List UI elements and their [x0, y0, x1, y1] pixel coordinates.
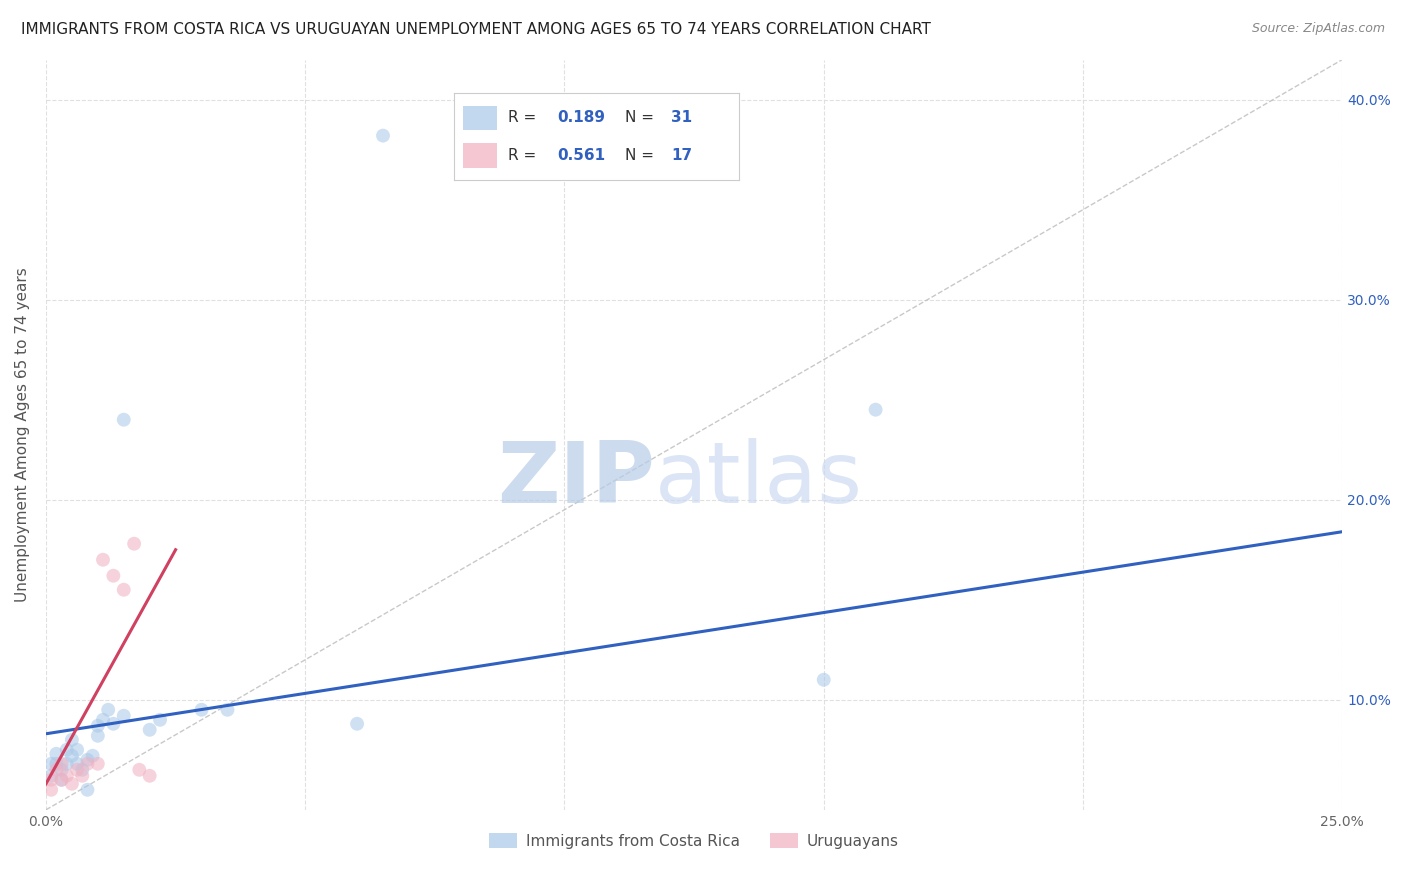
Point: [60, 732, 83, 747]
Point: [76, 782, 98, 797]
Point: [39, 782, 62, 797]
Point: [55, 743, 77, 757]
Point: [45, 747, 67, 761]
Point: [190, 703, 212, 717]
Point: [76, 756, 98, 771]
Point: [103, 568, 125, 582]
Point: [112, 708, 135, 723]
Point: [87, 756, 110, 771]
Point: [66, 756, 89, 771]
Point: [72, 763, 94, 777]
Point: [51, 772, 73, 787]
Point: [66, 763, 89, 777]
Point: [72, 769, 94, 783]
Point: [66, 743, 89, 757]
Point: [112, 413, 135, 427]
Point: [217, 703, 239, 717]
Point: [51, 756, 73, 771]
Point: [87, 719, 110, 733]
Point: [865, 402, 887, 417]
Point: [371, 128, 394, 143]
Point: [87, 729, 110, 743]
Text: IMMIGRANTS FROM COSTA RICA VS URUGUAYAN UNEMPLOYMENT AMONG AGES 65 TO 74 YEARS C: IMMIGRANTS FROM COSTA RICA VS URUGUAYAN …: [21, 22, 931, 37]
Point: [91, 553, 114, 567]
Text: Source: ZipAtlas.com: Source: ZipAtlas.com: [1251, 22, 1385, 36]
Point: [51, 772, 73, 787]
Point: [97, 703, 120, 717]
Point: [39, 769, 62, 783]
Point: [55, 756, 77, 771]
Point: [91, 713, 114, 727]
Point: [55, 769, 77, 783]
Point: [346, 716, 368, 731]
Point: [112, 582, 135, 597]
Text: ZIP: ZIP: [498, 438, 655, 521]
Point: [39, 772, 62, 787]
Point: [149, 713, 172, 727]
Point: [813, 673, 835, 687]
Point: [60, 748, 83, 763]
Legend: Immigrants from Costa Rica, Uruguayans: Immigrants from Costa Rica, Uruguayans: [484, 827, 905, 855]
Y-axis label: Unemployment Among Ages 65 to 74 years: Unemployment Among Ages 65 to 74 years: [15, 268, 30, 602]
Point: [60, 777, 83, 791]
Point: [82, 748, 104, 763]
Point: [138, 769, 160, 783]
Text: atlas: atlas: [655, 438, 863, 521]
Point: [45, 756, 67, 771]
Point: [128, 763, 150, 777]
Point: [138, 723, 160, 737]
Point: [122, 537, 145, 551]
Point: [103, 716, 125, 731]
Point: [51, 763, 73, 777]
Point: [76, 753, 98, 767]
Point: [39, 756, 62, 771]
Point: [45, 763, 67, 777]
